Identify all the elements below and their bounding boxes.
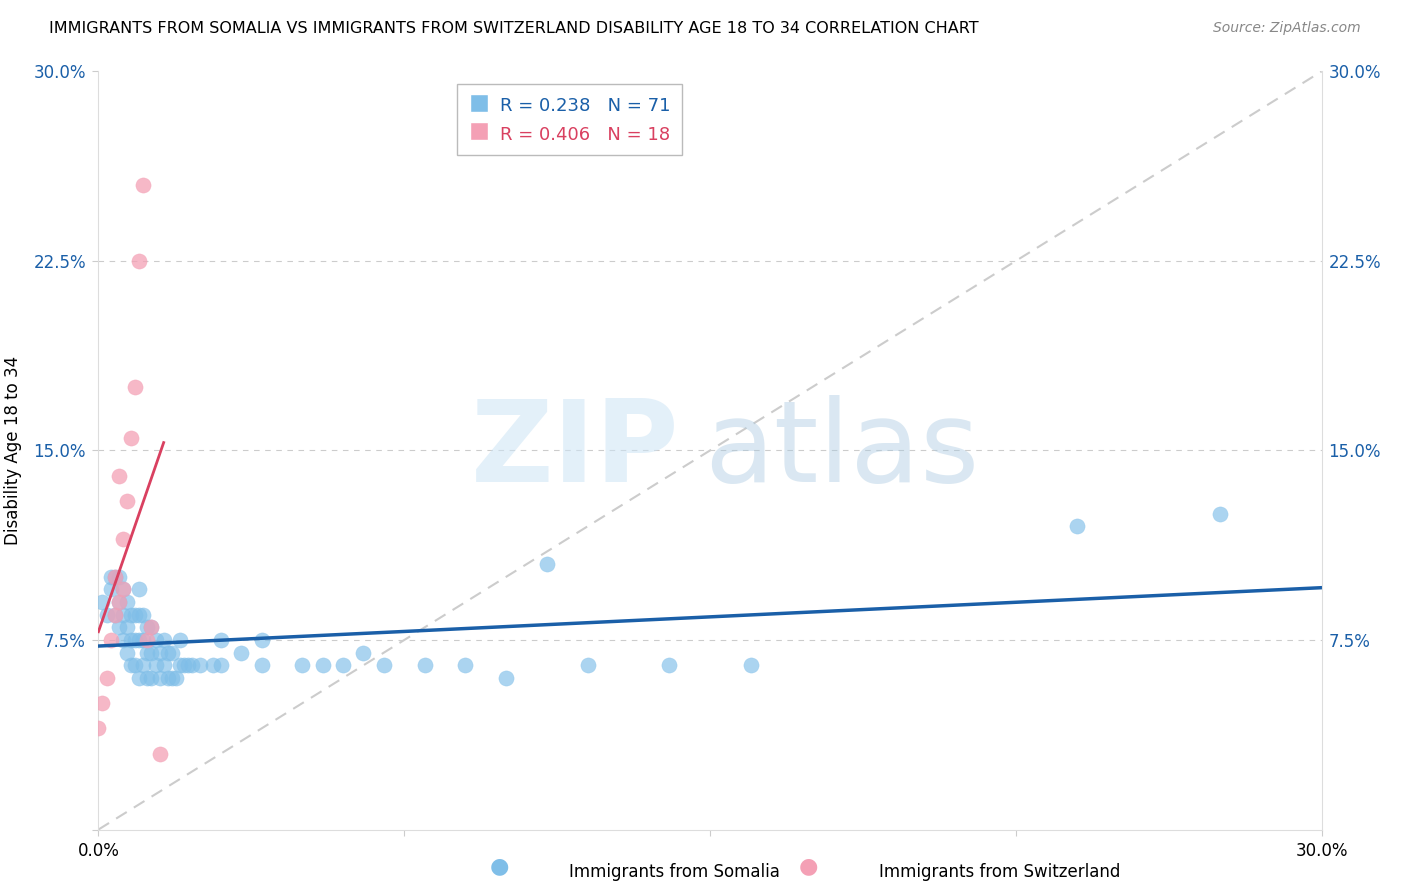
Point: [100, 570, 122, 584]
Point: [115, 620, 138, 634]
Point: [124, 658, 146, 673]
Point: [740, 658, 762, 673]
Point: [124, 633, 146, 648]
Point: [124, 380, 146, 394]
Point: [100, 633, 122, 648]
Point: [149, 671, 172, 685]
Point: [108, 570, 131, 584]
Text: Source: ZipAtlas.com: Source: ZipAtlas.com: [1213, 21, 1361, 35]
Point: [108, 595, 131, 609]
Point: [111, 582, 134, 597]
Point: [209, 658, 232, 673]
Point: [132, 633, 155, 648]
Point: [132, 658, 155, 673]
Point: [87, 722, 110, 736]
Point: [332, 658, 354, 673]
Point: [177, 658, 200, 673]
Point: [156, 671, 179, 685]
Point: [188, 658, 212, 673]
Text: IMMIGRANTS FROM SOMALIA VS IMMIGRANTS FROM SWITZERLAND DISABILITY AGE 18 TO 34 C: IMMIGRANTS FROM SOMALIA VS IMMIGRANTS FR…: [49, 21, 979, 36]
Point: [141, 646, 163, 660]
Point: [454, 658, 477, 673]
Point: [658, 658, 681, 673]
Legend: R = 0.238   N = 71, R = 0.406   N = 18: R = 0.238 N = 71, R = 0.406 N = 18: [457, 84, 682, 155]
Point: [231, 646, 253, 660]
Point: [201, 658, 224, 673]
Point: [132, 607, 155, 622]
Point: [100, 582, 122, 597]
Point: [124, 607, 146, 622]
Point: [104, 607, 127, 622]
Point: [145, 658, 167, 673]
Point: [120, 658, 142, 673]
Point: [111, 633, 134, 648]
Point: [536, 557, 558, 572]
Point: [250, 658, 273, 673]
Point: [128, 582, 150, 597]
Point: [115, 494, 138, 508]
Point: [104, 607, 127, 622]
Point: [108, 595, 131, 609]
Point: [128, 671, 150, 685]
Point: [173, 658, 195, 673]
Point: [141, 620, 163, 634]
Point: [104, 570, 127, 584]
Point: [160, 671, 183, 685]
Point: [169, 658, 191, 673]
Point: [352, 646, 374, 660]
Point: [91, 696, 114, 710]
Point: [312, 658, 335, 673]
Point: [141, 620, 163, 634]
Point: [169, 633, 191, 648]
Point: [373, 658, 395, 673]
Point: [115, 595, 138, 609]
Text: atlas: atlas: [704, 395, 979, 506]
Point: [149, 646, 172, 660]
Point: [111, 532, 134, 546]
Point: [136, 620, 159, 634]
Point: [149, 747, 172, 761]
Point: [156, 646, 179, 660]
Point: [136, 646, 159, 660]
Y-axis label: Disability Age 18 to 34: Disability Age 18 to 34: [4, 356, 22, 545]
Point: [111, 582, 134, 597]
Point: [160, 646, 183, 660]
Point: [128, 633, 150, 648]
Point: [132, 178, 155, 193]
Point: [145, 633, 167, 648]
Point: [165, 671, 187, 685]
Point: [1209, 507, 1232, 521]
Text: Immigrants from Switzerland: Immigrants from Switzerland: [879, 863, 1121, 881]
Point: [128, 253, 150, 268]
Point: [250, 633, 273, 648]
Point: [108, 620, 131, 634]
Point: [413, 658, 436, 673]
Point: [1066, 519, 1088, 533]
Point: [120, 431, 142, 445]
Point: [128, 607, 150, 622]
Point: [96, 607, 118, 622]
Point: [141, 671, 163, 685]
Point: [291, 658, 314, 673]
Text: ●: ●: [799, 856, 818, 876]
Text: Immigrants from Somalia: Immigrants from Somalia: [569, 863, 780, 881]
Point: [152, 633, 174, 648]
Text: ●: ●: [489, 856, 509, 876]
Text: ZIP: ZIP: [471, 395, 679, 506]
Point: [96, 671, 118, 685]
Point: [115, 646, 138, 660]
Point: [104, 570, 127, 584]
Point: [120, 633, 142, 648]
Point: [136, 633, 159, 648]
Point: [136, 671, 159, 685]
Point: [495, 671, 517, 685]
Point: [576, 658, 599, 673]
Point: [111, 607, 134, 622]
Point: [181, 658, 204, 673]
Point: [120, 607, 142, 622]
Point: [209, 633, 232, 648]
Point: [108, 468, 131, 483]
Point: [152, 658, 174, 673]
Point: [91, 595, 114, 609]
